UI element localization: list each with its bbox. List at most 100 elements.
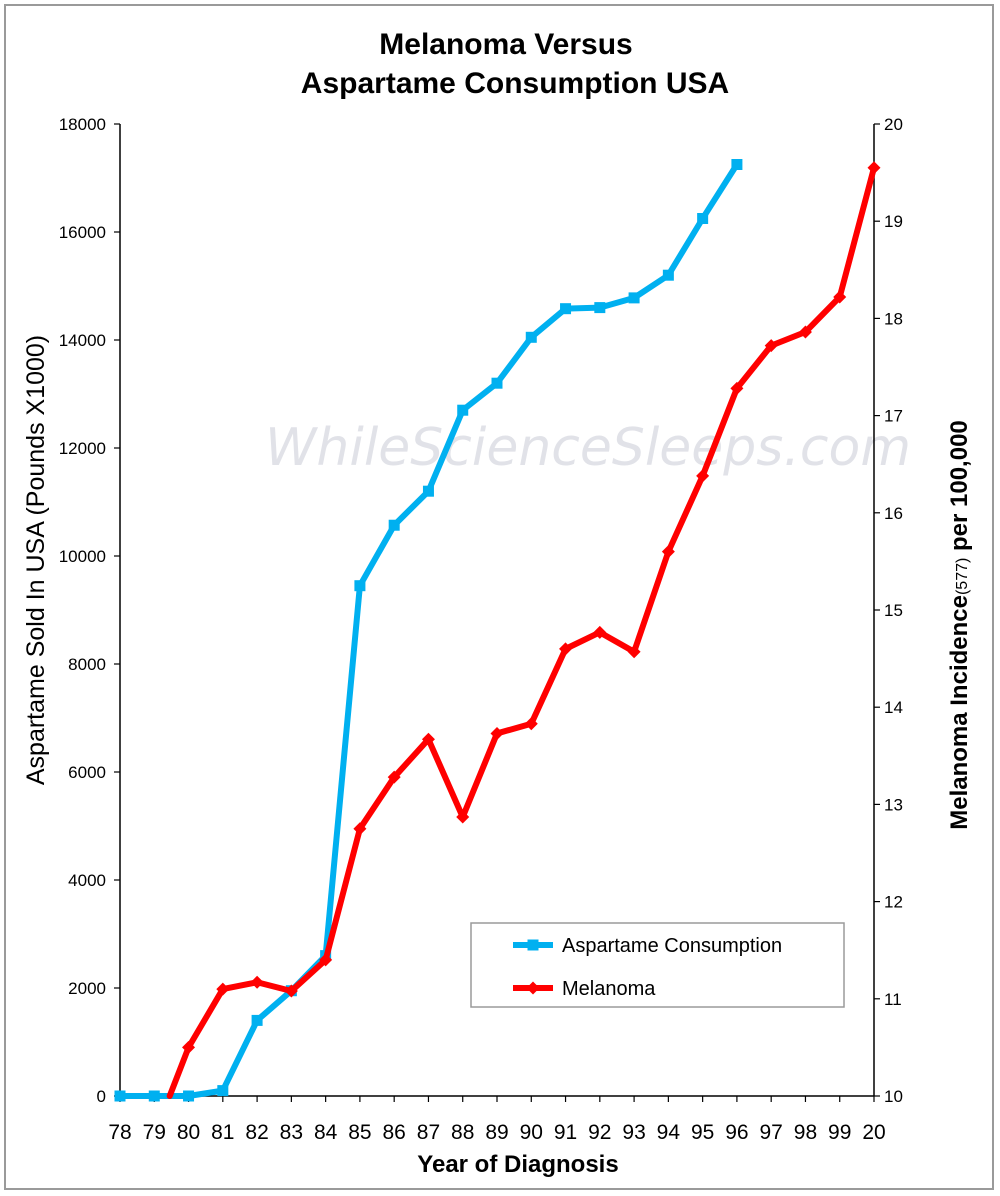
x-tick-label: 89 bbox=[485, 1121, 508, 1144]
data-point bbox=[421, 732, 435, 746]
x-tick-label: 93 bbox=[622, 1121, 645, 1144]
data-point bbox=[731, 159, 743, 170]
data-point bbox=[559, 642, 573, 656]
y-left-tick-label: 12000 bbox=[59, 439, 106, 458]
x-tick-label: 98 bbox=[794, 1121, 817, 1144]
data-point bbox=[560, 303, 572, 315]
y-right-tick-label: 20 bbox=[884, 115, 903, 134]
y-right-tick-label: 13 bbox=[884, 795, 903, 814]
x-tick-label: 85 bbox=[348, 1121, 371, 1144]
y-left-tick-label: 8000 bbox=[68, 655, 106, 674]
x-tick-label: 83 bbox=[280, 1121, 303, 1144]
data-point bbox=[491, 377, 503, 389]
y-right-tick-label: 11 bbox=[884, 990, 902, 1009]
data-point bbox=[833, 290, 847, 304]
data-point bbox=[217, 1085, 229, 1097]
legend-label: Melanoma bbox=[562, 978, 656, 1000]
data-point bbox=[457, 404, 469, 416]
y-right-tick-label: 19 bbox=[884, 212, 903, 231]
y-left-tick-label: 2000 bbox=[68, 979, 106, 998]
data-point bbox=[319, 953, 333, 967]
x-tick-label: 81 bbox=[211, 1121, 234, 1144]
y-axis-right-label-main: Melanoma Incidence bbox=[946, 595, 973, 830]
x-tick-label: 90 bbox=[520, 1121, 543, 1144]
data-point bbox=[593, 625, 607, 639]
x-tick-label: 95 bbox=[691, 1121, 714, 1144]
y-right-tick-label: 12 bbox=[884, 893, 903, 912]
legend-item: Melanoma bbox=[513, 978, 656, 1000]
legend-item: Aspartame Consumption bbox=[513, 935, 782, 957]
data-point bbox=[525, 331, 537, 343]
x-tick-label: 91 bbox=[554, 1121, 577, 1144]
y-left-tick-label: 14000 bbox=[59, 331, 106, 350]
data-point bbox=[490, 726, 504, 740]
data-point bbox=[388, 519, 400, 531]
y-left-tick-label: 18000 bbox=[59, 115, 106, 134]
x-tick-label: 86 bbox=[383, 1121, 406, 1144]
data-point bbox=[661, 545, 675, 559]
data-point bbox=[594, 302, 606, 314]
legend-label: Aspartame Consumption bbox=[562, 935, 782, 957]
y-axis-right-label-sub: (577) bbox=[954, 558, 971, 595]
series-line bbox=[166, 164, 877, 1099]
x-tick-label: 79 bbox=[143, 1121, 166, 1144]
x-tick-label: 88 bbox=[451, 1121, 474, 1144]
data-point bbox=[730, 381, 744, 395]
data-point bbox=[764, 339, 778, 353]
x-tick-label: 97 bbox=[760, 1121, 783, 1144]
y-left-tick-label: 10000 bbox=[59, 547, 106, 566]
x-axis-label: Year of Diagnosis bbox=[417, 1151, 618, 1178]
x-tick-label: 84 bbox=[314, 1121, 338, 1144]
x-tick-label: 87 bbox=[417, 1121, 440, 1144]
series-layer bbox=[114, 159, 881, 1102]
y-right-tick-label: 18 bbox=[884, 309, 903, 328]
x-tick-label: 96 bbox=[725, 1121, 748, 1144]
data-point bbox=[284, 984, 298, 998]
y-axis-right-label-tail: per 100,000 bbox=[946, 420, 973, 557]
data-point bbox=[696, 469, 710, 483]
y-right-tick-label: 14 bbox=[884, 698, 903, 717]
data-point bbox=[662, 269, 674, 281]
y-right-tick-label: 15 bbox=[884, 601, 903, 620]
data-point bbox=[354, 580, 366, 592]
data-point bbox=[628, 292, 640, 304]
left-axis-ticks: 0 2000 4000 6000 8000 10000 12000 14000 16000 180… bbox=[59, 115, 120, 1106]
y-axis-right-label: Melanoma Incidence(577) per 100,000 bbox=[946, 420, 973, 830]
chart-title-line-2: Aspartame Consumption USA bbox=[301, 67, 729, 100]
data-point bbox=[250, 975, 264, 989]
series-aspartame-consumption bbox=[114, 159, 743, 1102]
data-point bbox=[183, 1090, 195, 1102]
data-point bbox=[798, 325, 812, 339]
watermark-text: WhileScienceSleeps.com bbox=[265, 418, 911, 478]
y-left-tick-label: 4000 bbox=[68, 871, 106, 890]
y-left-tick-label: 16000 bbox=[59, 223, 106, 242]
data-point bbox=[387, 770, 401, 784]
data-point bbox=[251, 1014, 263, 1026]
data-point bbox=[148, 1090, 160, 1102]
right-axis-ticks: 10 11 12 13 14 15 16 17 18 19 20 bbox=[874, 115, 903, 1106]
x-axis-ticks: 78 79 80 81 82 83 84 85 86 87 88 89 90 91 92 93 94 95 96 97… bbox=[108, 1096, 886, 1144]
x-tick-label: 20 bbox=[862, 1121, 885, 1144]
data-point bbox=[216, 982, 230, 996]
data-point bbox=[867, 161, 881, 175]
y-left-tick-label: 6000 bbox=[68, 763, 106, 782]
legend-swatch-marker bbox=[527, 939, 539, 951]
x-tick-label: 99 bbox=[828, 1121, 851, 1144]
data-point bbox=[422, 485, 434, 497]
x-tick-label: 82 bbox=[245, 1121, 268, 1144]
data-point bbox=[114, 1090, 126, 1102]
data-point bbox=[182, 1040, 196, 1054]
y-axis-left-label: Aspartame Sold In USA (Pounds X1000) bbox=[22, 335, 50, 785]
data-point bbox=[456, 810, 470, 824]
legend: Aspartame Consumption Melanoma bbox=[470, 922, 845, 1008]
x-tick-label: 92 bbox=[588, 1121, 611, 1144]
y-right-tick-label: 10 bbox=[884, 1087, 903, 1106]
data-point bbox=[627, 645, 641, 659]
data-point bbox=[353, 822, 367, 836]
x-tick-label: 94 bbox=[657, 1121, 681, 1144]
x-tick-label: 78 bbox=[108, 1121, 131, 1144]
y-right-tick-label: 17 bbox=[884, 407, 903, 426]
data-point bbox=[524, 717, 538, 731]
legend-swatch-marker bbox=[526, 981, 540, 995]
